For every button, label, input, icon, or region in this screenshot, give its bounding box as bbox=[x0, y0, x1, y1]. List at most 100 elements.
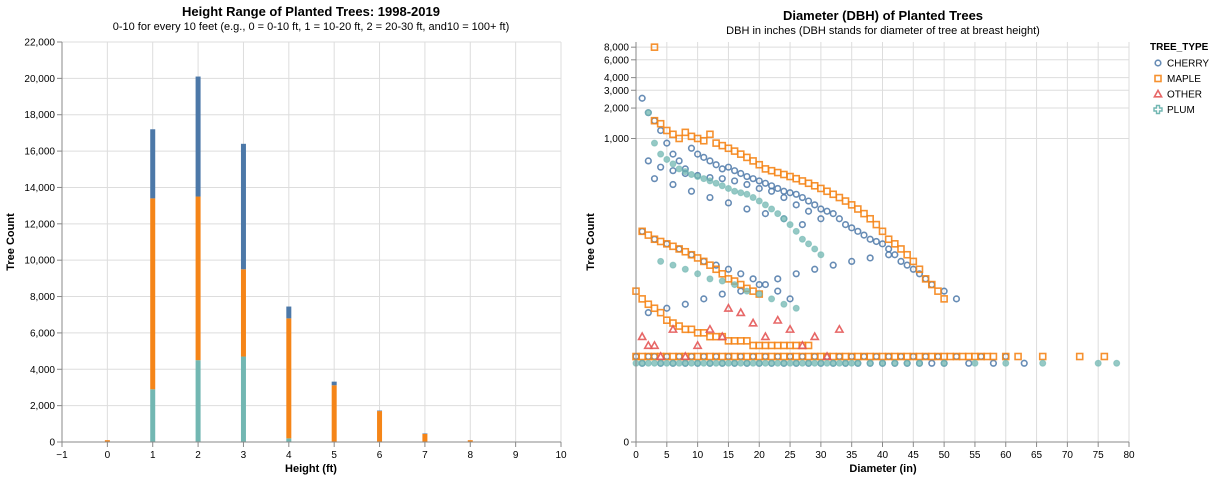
left-x-tick-label: −1 bbox=[56, 450, 68, 461]
point-cherry bbox=[675, 352, 683, 361]
point-plum bbox=[768, 205, 776, 213]
point-cherry bbox=[915, 270, 924, 278]
point-plum bbox=[724, 359, 732, 367]
point-cherry bbox=[891, 251, 899, 259]
point-cherry bbox=[669, 167, 677, 175]
point-maple bbox=[780, 170, 788, 179]
point-cherry bbox=[780, 187, 788, 195]
point-cherry bbox=[644, 157, 652, 165]
point-plum bbox=[700, 175, 708, 183]
point-cherry bbox=[848, 257, 856, 266]
point-plum bbox=[798, 359, 806, 367]
point-maple bbox=[934, 287, 942, 295]
point-plum bbox=[663, 359, 671, 367]
point-maple bbox=[1001, 352, 1010, 361]
point-plum bbox=[805, 359, 813, 367]
left-x-tick-label: 7 bbox=[422, 450, 428, 461]
point-cherry bbox=[804, 197, 813, 205]
bar-plum bbox=[195, 360, 201, 442]
point-cherry bbox=[804, 207, 813, 215]
left-gridlines bbox=[61, 41, 562, 443]
right-x-tick-label: 65 bbox=[1031, 450, 1043, 461]
point-plum bbox=[798, 235, 806, 243]
bar-cherry bbox=[195, 76, 201, 197]
point-plum bbox=[780, 300, 788, 308]
point-cherry bbox=[817, 215, 825, 223]
point-cherry bbox=[687, 187, 696, 195]
left-x-tick-label: 9 bbox=[513, 450, 519, 461]
point-plum bbox=[644, 359, 652, 367]
point-maple bbox=[909, 257, 918, 266]
point-cherry bbox=[749, 175, 757, 183]
left-bars bbox=[104, 76, 473, 443]
point-plum bbox=[743, 287, 751, 295]
point-maple bbox=[884, 235, 893, 244]
point-plum bbox=[749, 359, 757, 367]
point-maple bbox=[773, 168, 782, 177]
point-cherry bbox=[922, 275, 930, 283]
point-cherry bbox=[724, 199, 733, 207]
point-plum bbox=[915, 359, 923, 367]
point-plum bbox=[792, 304, 800, 312]
point-other bbox=[822, 351, 833, 361]
point-maple bbox=[872, 220, 881, 229]
point-plum bbox=[718, 277, 726, 285]
point-maple bbox=[792, 174, 801, 183]
point-maple bbox=[915, 352, 924, 361]
bar-maple bbox=[377, 411, 383, 442]
point-other bbox=[692, 340, 703, 350]
point-other bbox=[637, 331, 648, 341]
point-cherry bbox=[866, 254, 874, 262]
right-x-tick-label: 0 bbox=[633, 450, 639, 461]
point-cherry bbox=[767, 187, 776, 195]
point-cherry bbox=[737, 287, 745, 295]
right-x-tick-label: 15 bbox=[723, 450, 735, 461]
point-maple bbox=[927, 280, 936, 289]
point-cherry bbox=[817, 205, 825, 213]
point-maple bbox=[804, 179, 813, 188]
point-plum bbox=[663, 155, 671, 163]
point-cherry bbox=[897, 257, 905, 266]
point-other bbox=[785, 324, 796, 333]
point-maple bbox=[773, 341, 782, 350]
point-cherry bbox=[650, 352, 659, 361]
point-maple bbox=[743, 153, 751, 162]
point-plum bbox=[694, 359, 702, 367]
point-maple bbox=[675, 134, 683, 143]
point-cherry bbox=[718, 290, 726, 298]
point-cherry bbox=[644, 352, 652, 361]
legend-symbol-cherry bbox=[1154, 59, 1162, 67]
point-maple bbox=[761, 165, 770, 173]
point-other bbox=[735, 307, 746, 317]
point-cherry bbox=[700, 352, 708, 361]
point-cherry bbox=[700, 153, 708, 161]
point-plum bbox=[940, 359, 948, 367]
left-y-tick-label: 4,000 bbox=[30, 365, 55, 376]
left-y-tick-label: 10,000 bbox=[24, 256, 55, 267]
point-maple bbox=[946, 352, 955, 361]
point-cherry bbox=[743, 172, 751, 181]
point-maple bbox=[792, 352, 801, 361]
point-maple bbox=[829, 190, 838, 199]
point-plum bbox=[724, 184, 732, 192]
bar-maple bbox=[104, 440, 110, 442]
point-plum bbox=[805, 240, 813, 248]
right-x-tick-label: 55 bbox=[969, 450, 981, 461]
point-cherry bbox=[854, 227, 862, 235]
point-maple bbox=[743, 337, 751, 345]
point-maple bbox=[638, 352, 646, 361]
point-cherry bbox=[1020, 359, 1028, 367]
bar-cherry bbox=[331, 381, 337, 386]
point-cherry bbox=[681, 300, 689, 308]
left-y-tick-label: 18,000 bbox=[24, 110, 55, 121]
point-cherry bbox=[657, 163, 665, 171]
point-cherry bbox=[761, 280, 770, 289]
point-maple bbox=[706, 130, 714, 139]
point-cherry bbox=[934, 352, 942, 361]
point-cherry bbox=[928, 280, 936, 289]
legend-symbol-maple bbox=[1154, 74, 1162, 83]
point-cherry bbox=[835, 215, 843, 223]
bar-maple bbox=[331, 385, 337, 442]
point-other bbox=[643, 340, 654, 350]
